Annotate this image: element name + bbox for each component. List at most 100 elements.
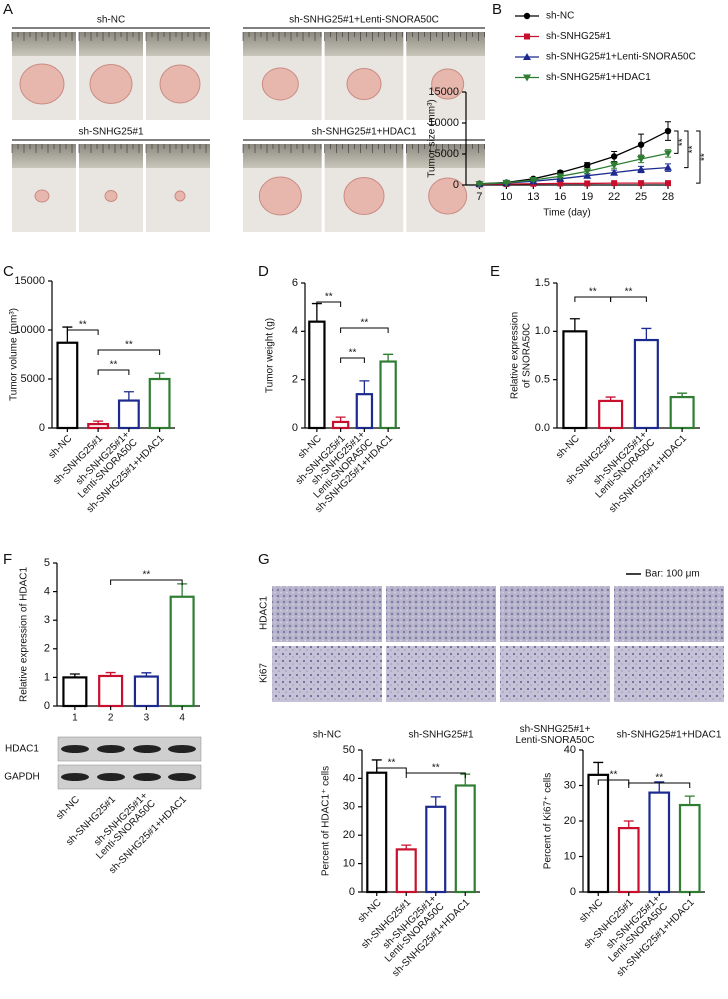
y-tick-label: 0 <box>453 179 459 191</box>
point <box>584 180 591 187</box>
sig-bracket <box>66 329 99 335</box>
x-tick-label: sh-NC <box>577 897 605 925</box>
sig-bracket <box>628 782 691 788</box>
bar <box>148 377 171 430</box>
ruler <box>79 32 143 56</box>
y-tick-label: 5000 <box>21 373 45 385</box>
y-tick-label: 15000 <box>428 86 459 98</box>
y-tick-label: 40 <box>343 772 355 784</box>
ihc-image <box>386 646 496 702</box>
bar <box>562 330 588 430</box>
tumor <box>258 176 302 216</box>
bar <box>633 338 659 430</box>
blot-group-label: sh-NC <box>54 794 82 822</box>
y-tick-label: 10000 <box>14 324 45 336</box>
y-tick-label: 2 <box>292 374 298 386</box>
series-line <box>479 152 669 185</box>
y-axis-label: Tumor volume (mm³) <box>9 308 20 401</box>
bar <box>169 595 195 708</box>
bar <box>598 399 624 430</box>
sig-label: ** <box>625 287 633 298</box>
panel-label: G <box>258 551 270 568</box>
point <box>610 153 618 160</box>
x-axis-label: Time (day) <box>543 208 590 219</box>
ruler <box>146 32 210 56</box>
y-tick-label: 10 <box>564 850 576 862</box>
sig-bracket <box>340 327 389 333</box>
x-tick-label: 10 <box>500 191 512 203</box>
sig-bracket <box>376 767 407 773</box>
error-bar <box>430 796 441 807</box>
bar <box>133 675 159 708</box>
x-tick-label: 16 <box>554 191 566 203</box>
bar <box>617 826 640 894</box>
sig-label: ** <box>325 292 333 303</box>
ihc-image <box>500 646 610 702</box>
error-bar <box>569 318 580 332</box>
tumor <box>343 177 385 215</box>
ruler <box>146 144 210 168</box>
blot-band <box>61 745 89 753</box>
legend-label: sh-NC <box>546 11 574 22</box>
sig-bracket <box>97 349 161 355</box>
y-tick-label: 4 <box>44 586 50 598</box>
x-tick-label: sh-NC <box>356 897 384 925</box>
error-bar <box>123 391 134 401</box>
ruler <box>12 32 76 56</box>
bar <box>587 773 610 894</box>
y-tick-label: 30 <box>564 779 576 791</box>
sig-label: ** <box>678 138 689 146</box>
point <box>583 168 592 176</box>
ihc-image <box>614 586 724 642</box>
ihc-image <box>386 586 496 642</box>
error-bar <box>383 353 394 362</box>
point <box>665 180 671 187</box>
column-label: sh-SNHG25#1 <box>408 730 473 741</box>
error-bar <box>593 761 604 775</box>
error-bar <box>641 327 652 341</box>
y-tick-label: 30 <box>343 801 355 813</box>
sig-bracket <box>696 130 701 184</box>
scale-bar-label: Bar: 100 μm <box>645 569 700 580</box>
sig-label: ** <box>589 287 597 298</box>
point <box>638 180 645 187</box>
y-axis-label: Tumor weight (g) <box>265 318 276 393</box>
sig-label: ** <box>388 758 396 769</box>
sig-label: ** <box>79 320 87 331</box>
blot-band <box>133 773 161 781</box>
ihc-image <box>500 586 610 642</box>
column-label: sh-SNHG25#1+ <box>520 724 591 735</box>
point <box>637 155 646 163</box>
point <box>611 180 618 187</box>
bar <box>454 784 476 894</box>
bar <box>395 848 417 894</box>
y-tick-label: 0 <box>39 422 45 434</box>
sig-label: ** <box>700 153 711 161</box>
y-tick-label: 1 <box>44 671 50 683</box>
ihc-image <box>272 586 382 642</box>
column-label: sh-SNHG25#1+HDAC1 <box>617 730 722 741</box>
y-tick-label: 0.5 <box>535 374 550 386</box>
column-label: Lenti-SNORA50C <box>516 735 595 746</box>
ruler <box>79 144 143 168</box>
tumor <box>428 177 468 215</box>
ruler <box>406 144 485 168</box>
sig-bracket <box>574 296 612 302</box>
tumor <box>159 64 201 104</box>
ruler <box>12 144 76 168</box>
ihc-image <box>272 646 382 702</box>
legend-marker <box>523 53 531 60</box>
y-tick-label: 3 <box>44 614 50 626</box>
y-axis-label: Percent of Ki67⁺ cells <box>543 773 554 869</box>
point <box>584 161 591 169</box>
bar <box>117 399 140 430</box>
error-bar <box>623 820 634 829</box>
x-tick-label: 3 <box>144 713 150 724</box>
legend-label: sh-SNHG25#1+Lenti-SNORA50C <box>546 52 696 63</box>
bar <box>87 422 110 430</box>
x-tick-label: sh-NC <box>554 433 582 461</box>
point <box>664 127 672 135</box>
y-axis-label: Relative expression <box>510 312 521 399</box>
y-tick-label: 1.0 <box>535 325 550 337</box>
bar <box>678 803 701 894</box>
